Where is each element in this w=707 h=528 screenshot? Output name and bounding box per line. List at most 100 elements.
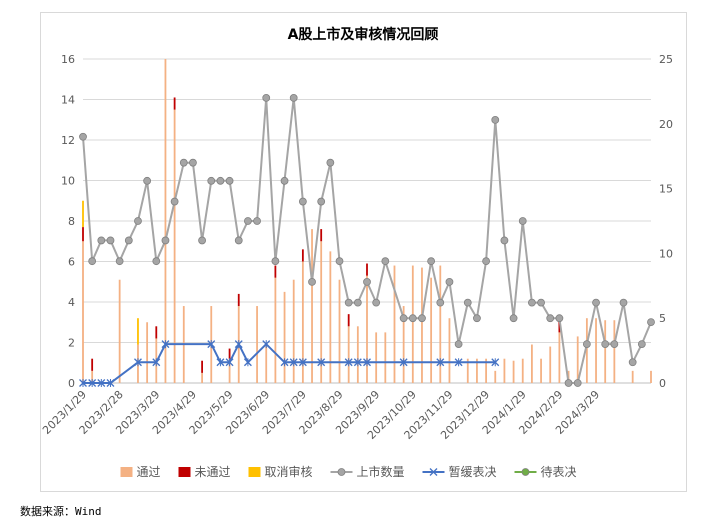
marker-上市数量 [97,236,106,245]
y-left-tick-label: 8 [68,215,75,228]
bar-未通过 [366,263,368,276]
marker-上市数量 [555,314,564,323]
marker-上市数量 [454,340,463,349]
marker-上市数量 [528,298,536,307]
legend-item: 暂缓表决 [422,465,497,479]
source-note: 数据来源：Wind [20,505,102,518]
bar-未通过 [237,293,240,307]
bar-未通过 [228,348,231,359]
bar-通过 [384,332,387,383]
marker-上市数量 [326,158,335,167]
marker-暂缓表决 [225,358,234,367]
marker-上市数量 [106,236,115,245]
y-left-tick-label: 14 [61,94,75,107]
marker-上市数量 [573,379,582,387]
marker-上市数量 [628,358,637,367]
bar-通过 [485,358,487,383]
marker-上市数量 [161,236,170,245]
bar-通过 [558,332,561,383]
bar-通过 [402,306,405,383]
marker-上市数量 [271,257,280,266]
marker-暂缓表决 [234,340,243,349]
bar-通过 [320,241,323,383]
y-right-tick-label: 20 [659,118,673,131]
bar-通过 [476,358,478,383]
y-right-tick-label: 25 [659,53,673,66]
gridlines [83,58,651,384]
bar-未通过 [558,320,561,333]
legend-label: 上市数量 [357,464,405,479]
bar-未通过 [274,265,277,278]
y-left-tick-label: 2 [68,337,75,350]
y-left-tick-label: 12 [61,134,75,147]
bar-通过 [91,370,94,383]
bar-取消审核 [137,318,139,345]
marker-暂缓表决 [161,340,170,349]
bar-通过 [512,360,515,383]
bar-通过 [347,326,350,383]
bar-通过 [540,358,542,383]
marker-暂缓表决 [289,358,298,367]
y-left-tick-label: 10 [61,175,75,188]
marker-上市数量 [225,176,234,185]
marker-上市数量 [546,314,555,323]
bar-未通过 [173,97,176,110]
bar-通过 [228,358,231,383]
bar-通过 [265,342,268,383]
bar-通过 [201,372,203,383]
marker-上市数量 [372,298,381,307]
legend-label: 待表决 [541,465,577,479]
marker-暂缓表决 [344,358,353,367]
marker-上市数量 [289,93,298,102]
legend-item: 未通过 [178,465,231,479]
marker-上市数量 [253,217,261,225]
bar-通过 [585,318,588,383]
legend-item: 待表决 [514,465,577,479]
marker-上市数量 [408,314,417,323]
marker-上市数量 [436,298,445,307]
bar-未通过 [82,227,84,242]
marker-暂缓表决 [363,358,371,367]
bar-通过 [173,109,176,383]
marker-上市数量 [381,257,390,266]
bar-取消审核 [82,200,84,228]
bar-通过 [393,265,396,383]
marker-上市数量 [335,257,344,266]
chart-title: A股上市及审核情况回顾 [288,26,439,43]
bar-通过 [650,370,652,383]
line-暂缓表决 [83,341,496,384]
bar-通过 [521,358,524,383]
marker-暂缓表决 [353,358,362,367]
bar-通过 [274,277,277,383]
chart-frame: A股上市及审核情况回顾 0 2 4 6 8 10 12 14 16 0 5 10 15 20 25 2023/… [40,12,687,492]
marker-暂缓表决 [134,358,142,367]
marker-上市数量 [244,217,252,225]
bar-通过 [549,346,552,383]
bar-通过 [256,306,258,383]
legend-label: 暂缓表决 [449,465,497,479]
marker-暂缓表决 [97,379,106,387]
bar-通过 [439,265,442,383]
marker-上市数量 [189,158,197,167]
bar-通过 [329,251,332,383]
marker-暂缓表决 [491,358,500,367]
marker-暂缓表决 [216,358,225,367]
bar-通过 [421,267,423,383]
y-right-tick-label: 5 [659,312,666,325]
marker-上市数量 [317,197,326,206]
y-left-tick-label: 6 [68,256,75,269]
y-right-tick-label: 10 [659,247,673,260]
marker-上市数量 [79,132,87,141]
legend-swatch [178,467,191,477]
lines [79,93,655,387]
bar-通过 [531,344,533,383]
marker-上市数量 [124,236,133,245]
marker-上市数量 [592,298,600,307]
marker-上市数量 [463,298,472,307]
bar-通过 [503,358,506,383]
marker-上市数量 [207,176,216,185]
bar-通过 [82,241,84,383]
marker-上市数量 [134,217,142,225]
legend-label: 未通过 [195,465,231,479]
marker-上市数量 [473,314,481,323]
